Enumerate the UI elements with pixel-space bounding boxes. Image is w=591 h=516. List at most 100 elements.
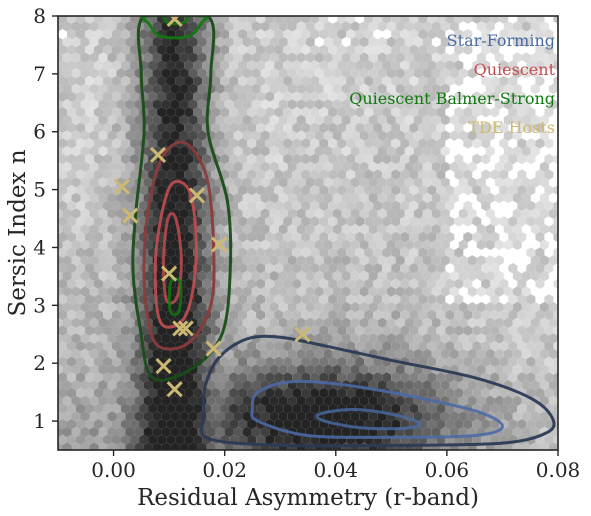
hexbin-cell [63,6,72,16]
hexbin-cell [161,426,171,438]
hexbin-cell [436,231,446,243]
hexbin-cell [508,107,518,118]
hexbin-cell [197,114,207,126]
hexbin-cell [310,419,320,430]
hexbin-cell [265,75,275,87]
hexbin-cell [517,309,527,321]
hexbin-cell [242,270,252,282]
hexbin-cell [292,107,302,118]
hexbin-cell [184,91,194,102]
hexbin-cell [125,302,135,313]
hexbin-cell [80,177,90,188]
hexbin-cell [251,192,261,204]
hexbin-cell [220,216,230,227]
hexbin-cell [62,239,72,250]
hexbin-cell [49,388,58,398]
hexbin-cell [247,60,257,71]
hexbin-cell [512,83,522,94]
hexbin-cell [148,403,158,414]
hexbin-cell [391,200,401,211]
hexbin-cell [328,107,338,118]
hexbin-cell [58,177,63,188]
hexbin-cell [454,309,464,321]
hexbin-cell [418,263,428,274]
hexbin-cell [175,60,185,71]
hexbin-cell [508,91,518,102]
hexbin-cell [341,333,351,344]
hexbin-cell [323,239,333,250]
hexbin-cell [328,75,338,87]
hexbin-cell [71,333,81,344]
hexbin-cell [337,107,347,118]
hexbin-cell [440,255,450,266]
hexbin-cell [337,356,347,367]
hexbin-cell [242,161,252,172]
hexbin-cell [85,60,94,71]
hexbin-cell [418,16,428,24]
hexbin-cell [256,138,266,149]
hexbin-cell [490,356,500,367]
hexbin-cell [283,247,293,258]
hexbin-cell [71,130,81,141]
hexbin-cell [472,309,482,321]
hexbin-cell [314,333,324,344]
hexbin-cell [116,364,126,375]
hexbin-cell [382,44,392,55]
hexbin-cell [332,364,342,375]
hexbin-cell [544,419,554,430]
hexbin-cell [67,44,76,55]
hexbin-cell [436,200,446,211]
hexbin-cell [125,442,135,450]
hexbin-cell [94,153,103,165]
hexbin-cell [116,348,126,360]
hexbin-cell [310,231,320,243]
hexbin-cell [377,192,387,204]
hexbin-cell [89,224,99,235]
hexbin-cell [557,320,558,326]
hexbin-cell [359,411,369,422]
hexbin-cell [346,263,356,274]
hexbin-cell [436,403,446,414]
hexbin-cell [292,60,302,71]
hexbin-cell [364,278,374,289]
hexbin-cell [283,403,293,414]
hexbin-cell [332,239,342,250]
hexbin-cell [80,348,90,360]
hexbin-cell [49,263,58,273]
hexbin-cell [368,21,378,32]
hexbin-cell [386,208,396,219]
hexbin-cell [121,247,131,258]
hexbin-cell [148,107,158,118]
hexbin-cell [341,395,351,406]
hexbin-cell [202,200,212,211]
hexbin-cell [332,192,342,204]
hexbin-cell [512,317,522,328]
hexbin-cell [229,153,239,165]
hexbin-cell [355,216,365,227]
hexbin-cell [179,395,189,406]
hexbin-cell [332,426,342,438]
hexbin-cell [215,411,225,422]
hexbin-cell [242,224,252,235]
hexbin-cell [175,91,185,102]
hexbin-cell [98,442,108,450]
hexbin-cell [499,29,509,40]
hexbin-cell [80,255,90,266]
hexbin-cell [535,44,545,55]
hexbin-cell [112,169,121,180]
hexbin-cell [346,153,356,165]
hexbin-cell [413,411,423,422]
hexbin-cell [81,6,90,16]
hexbin-cell [512,177,522,188]
hexbin-cell [386,333,396,344]
hexbin-cell [364,16,374,24]
hexbin-cell [67,91,76,102]
hexbin-cell [346,44,356,55]
hexbin-cell [215,52,225,63]
hexbin-cell [157,60,167,71]
hexbin-cell [377,68,387,79]
hexbin-cell [139,403,149,414]
hexbin-cell [206,317,216,328]
hexbin-cell [373,200,383,211]
hexbin-cell [116,270,126,282]
